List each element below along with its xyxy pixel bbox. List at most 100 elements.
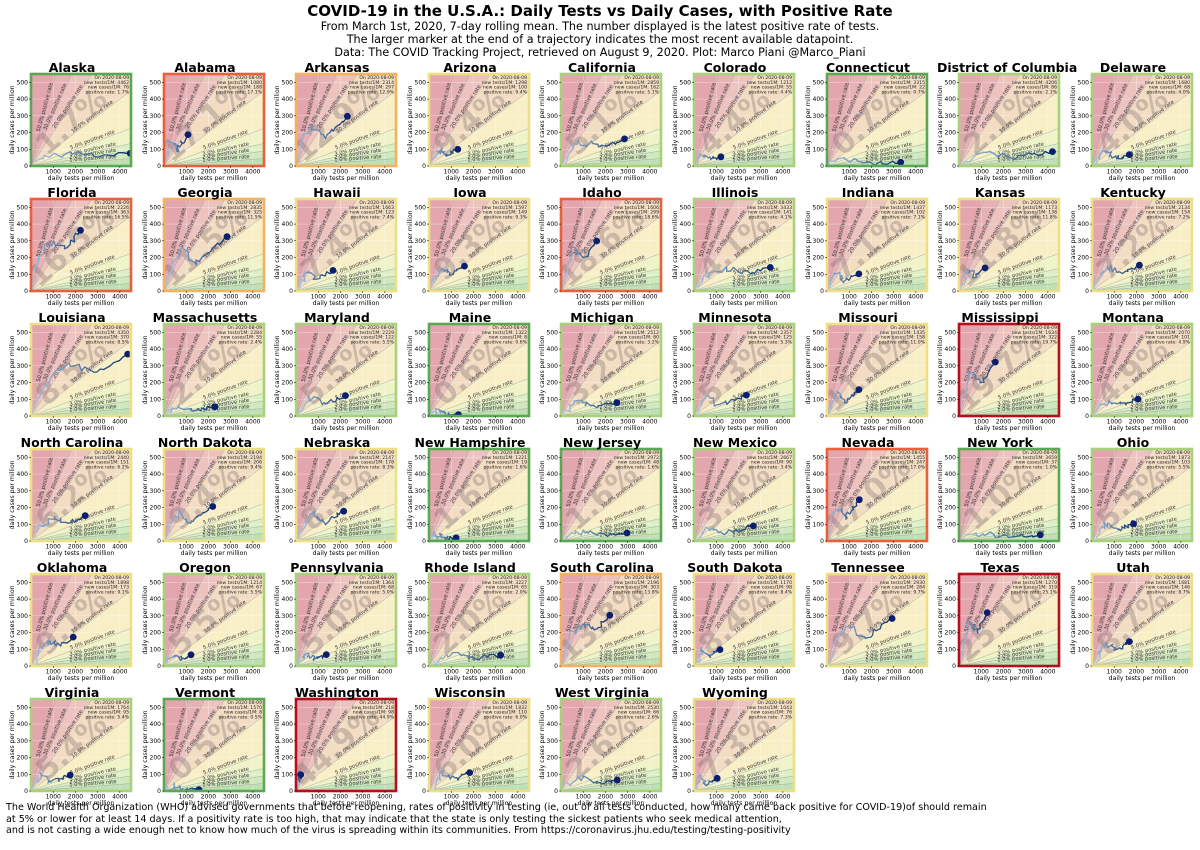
y-axis-label: daily cases per million <box>142 335 149 404</box>
info-text: On 2020-08-09 <box>890 325 925 331</box>
x-tick-label: 1000 <box>576 419 591 426</box>
latest-datapoint-marker <box>1036 531 1044 539</box>
y-tick-label: 200 <box>547 630 559 637</box>
x-tick-label: 3000 <box>886 419 901 426</box>
x-tick-label: 3000 <box>223 544 238 551</box>
rate-band <box>561 699 586 791</box>
info-text: new tests/1M: 1680 <box>1145 80 1190 86</box>
x-tick-label: 2000 <box>731 419 746 426</box>
x-axis-label: daily tests per million <box>446 300 513 307</box>
rate-line <box>31 90 131 166</box>
y-tick-label: 200 <box>150 255 162 262</box>
info-text: new tests/1M: 1221 <box>482 455 527 461</box>
state-chart-connecticut: 50.0% positive rate 30.0% positive rate 20… <box>805 60 931 184</box>
info-text: On 2020-08-09 <box>1155 325 1190 331</box>
x-tick-label: 2000 <box>201 544 216 551</box>
rate-line <box>1092 378 1192 416</box>
x-tick-label: 3000 <box>1151 544 1166 551</box>
y-tick-label: 500 <box>680 329 692 336</box>
status-frame <box>692 572 796 668</box>
rate-line <box>296 449 321 541</box>
rate-band <box>827 574 868 666</box>
trajectory-segment <box>47 518 50 526</box>
rate-line <box>561 753 661 791</box>
latest-datapoint-marker <box>717 153 725 161</box>
y-tick-label: 500 <box>945 79 957 86</box>
x-tick-label: 3000 <box>886 294 901 301</box>
info-text: new tests/1M: 2512 <box>614 330 659 336</box>
rate-line <box>296 215 396 291</box>
x-tick-label: 1000 <box>444 794 459 801</box>
trajectory-segment <box>566 259 572 267</box>
trajectory-segment <box>191 409 197 412</box>
status-frame <box>294 697 398 793</box>
rate-line <box>31 699 56 791</box>
rate-line <box>959 143 1059 166</box>
rate-line <box>1092 574 1133 666</box>
y-axis-label: daily cases per million <box>9 210 16 279</box>
info-text: positive rate: 16.5% <box>83 214 130 220</box>
x-tick-label: 1000 <box>842 544 857 551</box>
rate-band <box>31 378 131 416</box>
status-frame <box>957 572 1061 668</box>
trajectory-segment <box>31 277 34 291</box>
y-tick-label: 400 <box>17 346 29 353</box>
state-title: New Mexico <box>692 435 778 450</box>
rate-line <box>694 449 719 541</box>
y-axis-label: daily cases per million <box>539 710 546 779</box>
rate-line <box>1092 90 1192 166</box>
y-tick-label: 200 <box>17 255 29 262</box>
rate-line <box>164 699 226 791</box>
info-text: new tests/1M: 2357 <box>747 330 792 336</box>
rate-band <box>1092 400 1192 416</box>
rate-band <box>31 699 131 791</box>
rate-line-label: 1.0% positive rate <box>997 154 1045 164</box>
y-tick-label: 400 <box>282 471 294 478</box>
y-tick-label: 500 <box>415 454 427 461</box>
info-text: new cases/1M: 8 <box>489 335 527 341</box>
rate-band <box>164 378 264 416</box>
rate-band <box>694 699 719 791</box>
rate-band <box>561 199 586 291</box>
latest-datapoint-marker <box>66 771 74 779</box>
y-axis-label: daily cases per million <box>672 335 679 404</box>
rate-band <box>429 199 529 291</box>
info-text: On 2020-08-09 <box>624 575 659 581</box>
trajectory-segment <box>338 120 344 126</box>
rate-line <box>296 143 396 166</box>
y-axis-label: daily cases per million <box>805 210 812 279</box>
rate-line <box>827 590 927 666</box>
x-tick-label: 4000 <box>1173 544 1188 551</box>
trajectory-segment <box>959 397 963 405</box>
info-text: On 2020-08-09 <box>1155 200 1190 206</box>
status-frame <box>162 697 266 793</box>
latest-datapoint-marker <box>1126 638 1133 645</box>
y-tick-label: 500 <box>17 704 29 711</box>
x-tick-label: 2000 <box>864 544 879 551</box>
rate-band <box>296 275 396 291</box>
info-text: positive rate: 8.5% <box>86 339 130 345</box>
rate-band <box>959 324 1059 416</box>
y-tick-label: 400 <box>547 221 559 228</box>
trajectory-segment <box>434 661 439 666</box>
y-tick-label: 0 <box>289 788 293 795</box>
trajectory-segment <box>976 151 985 156</box>
info-text: new cases/1M: 297 <box>350 85 394 91</box>
rate-band <box>827 324 852 416</box>
rate-line <box>959 268 1059 291</box>
rate-band <box>429 275 529 291</box>
x-tick-label: 3000 <box>488 294 503 301</box>
x-tick-label: 1000 <box>311 794 326 801</box>
y-tick-label: 100 <box>415 396 427 403</box>
y-tick-label: 0 <box>687 663 691 670</box>
rate-line <box>164 275 264 291</box>
y-tick-label: 500 <box>1078 579 1090 586</box>
trajectory-segment <box>106 154 113 157</box>
x-axis-label: daily tests per million <box>844 425 911 432</box>
rate-band <box>694 324 719 416</box>
latest-datapoint-marker <box>1125 151 1133 158</box>
state-title: Maryland <box>304 310 370 325</box>
